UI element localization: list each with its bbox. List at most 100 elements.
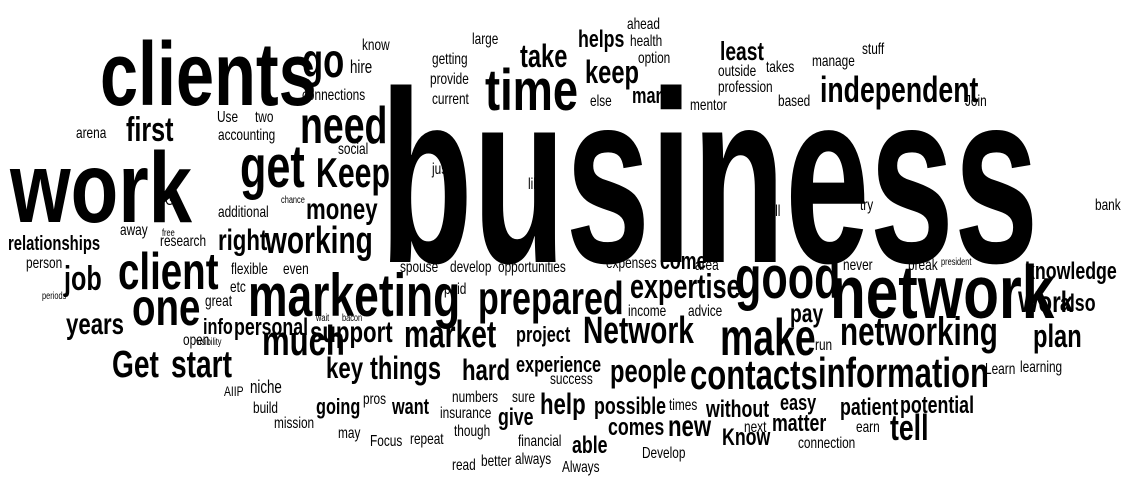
word-market: market [404,314,497,356]
word-time: time [485,58,579,123]
word-numbers: numbers [452,389,499,406]
word-come: come [660,248,707,275]
word-well: well [760,203,781,220]
word-read: read [452,457,476,474]
word-develop: Develop [642,445,686,462]
word-prepared: prepared [478,272,624,324]
word-never: never [843,257,873,274]
word-many: many [632,83,675,108]
word-money: money [306,193,378,226]
word-niche: niche [250,377,282,397]
word-one: one [132,279,201,337]
word-break: break [908,257,938,274]
word-stuff: stuff [862,41,885,58]
word-insurance: insurance [440,405,492,422]
word-hard: hard [462,354,511,387]
word-financial: financial [518,433,562,450]
word-work: work [10,132,193,244]
word-visibility: visibility [196,337,222,348]
word-personal: personal [234,314,309,341]
word-comes: comes [608,414,665,441]
word-aiip: AIIP [224,383,244,399]
word-research: research [160,233,207,250]
word-going: going [316,394,361,419]
word-develop: develop [450,259,492,276]
word-plan: plan [1033,318,1082,354]
word-without: without [706,396,770,423]
word-pay: pay [790,298,824,328]
word-network: network [830,250,1055,334]
word-much: much [262,317,345,364]
word-know: know [362,37,390,54]
word-always: Always [562,459,600,476]
word-outside: outside [718,63,757,80]
word-helps: helps [578,26,625,53]
word-support: support [310,316,393,349]
word-take: take [520,38,568,74]
word-expenses: expenses [606,255,657,272]
word-networking: networking [840,310,998,354]
word-profession: profession [718,79,773,96]
word-help: help [540,388,586,421]
word-connection: connection [798,435,856,452]
word-always: always [515,451,552,468]
word-takes: takes [766,59,795,76]
word-earn: earn [856,419,880,436]
word-flexible: flexible [231,261,268,278]
word-great: great [205,293,232,310]
word-repeat: repeat [410,431,444,448]
word-knowledge: knowledge [1025,258,1117,285]
word-relationships: relationships [8,233,101,255]
word-option: option [638,50,671,67]
word-using: using [535,193,553,204]
word-experience: experience [516,352,602,377]
word-matter: matter [772,410,827,437]
word-even: even [283,261,309,278]
word-patient: patient [840,394,899,421]
word-working: working [265,220,373,262]
word-first: first [126,111,174,149]
word-advice: advice [688,303,723,320]
word-else: else [590,93,612,110]
word-clients: clients [100,25,317,125]
word-periods: periods [42,291,67,302]
word-client: client [118,243,219,301]
word-expertise: expertise [630,268,741,306]
word-potential: potential [900,392,974,419]
word-times: times [669,397,698,414]
word-new: new [668,410,712,443]
word-things: things [370,350,442,386]
word-start: start [171,344,232,386]
word-want: want [392,394,430,419]
word-independent: independent [820,69,979,110]
word-sure: sure [512,389,536,406]
word-keep: keep [585,54,639,90]
word-pros: pros [363,391,387,408]
word-getting: getting [432,51,468,68]
word-run: run [815,337,833,354]
word-chance: chance [281,195,305,206]
word-area: area [695,257,719,274]
word-just: just [432,161,451,178]
word-least: least [720,36,764,66]
word-income: income [628,303,667,320]
word-know: Know [722,424,771,451]
word-etc: etc [230,279,246,296]
word-possible: possible [594,393,667,420]
word-go: go [302,35,345,88]
word-bank: bank [1095,197,1121,214]
word-connections: connections [302,87,366,104]
word-accounting: accounting [218,127,276,144]
word-away: away [120,222,148,239]
word-though: though [454,423,491,440]
word-get: Get [112,344,159,386]
word-president: president [941,257,972,268]
word-ahead: ahead [627,16,660,33]
word-wait: wait [316,313,330,324]
word-information: information [818,349,989,396]
word-based: based [778,93,811,110]
word-person: person [26,255,63,272]
word-network: Network [583,310,694,352]
word-free: free [162,228,175,239]
